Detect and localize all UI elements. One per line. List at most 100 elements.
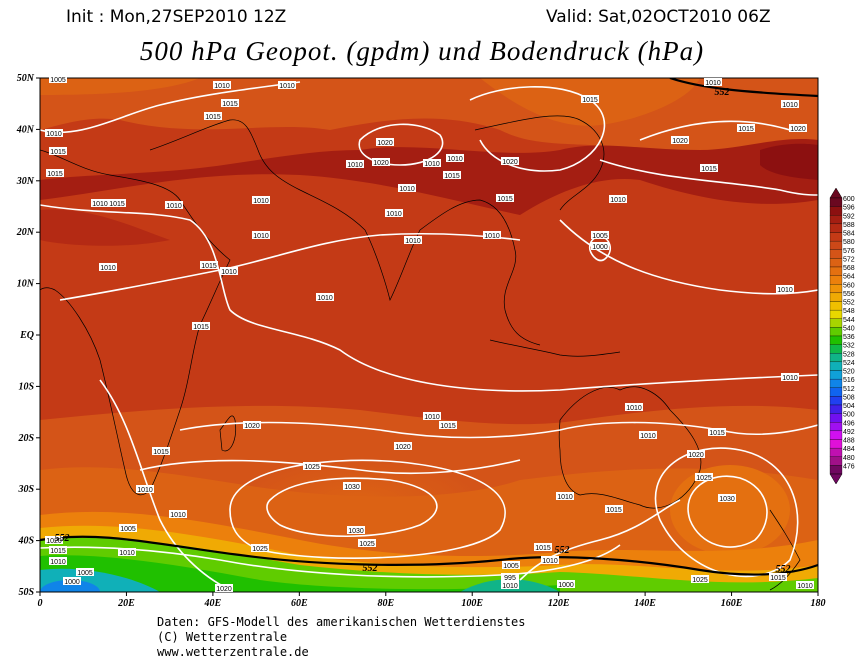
colorbar-label: 600 [843,196,855,203]
isobar-label-bg [591,231,609,239]
isobar-label: 1010 [137,487,153,494]
isobar-label-bg [215,584,233,592]
isobar-label: 1015 [205,114,221,121]
colorbar-label: 568 [843,265,855,272]
isobar-label: 1010 [797,583,813,590]
colorbar-label: 540 [843,325,855,332]
footer-copyright: (C) Wetterzentrale [157,630,287,644]
isobar-label: 1005 [50,77,66,84]
isobar-label: 1010 [50,559,66,566]
isobar-label: 1015 [770,575,786,582]
isobar-label-bg [639,431,657,439]
isobar-label: 1010 [221,269,237,276]
isobar-label-bg [49,546,67,554]
colorbar-swatch [829,447,843,457]
lat-label: 40N [16,124,35,135]
isobar-label: 1010 [610,197,626,204]
colorbar-swatch [829,266,843,276]
isobar-label: 995 [504,575,516,582]
colorbar: 6005965925885845805765725685645605565525… [829,187,855,485]
geopot-label: 552 [55,533,70,544]
isobar-label-bg [443,171,461,179]
isobar-label: 1010 [253,198,269,205]
isobar-label: 1015 [535,545,551,552]
isobar-label-bg [557,580,575,588]
isobar-label: 1000 [558,582,574,589]
lon-label: 40E [204,598,222,609]
isobar-label-bg [221,99,239,107]
map-title: 500 hPa Geopot. (gpdm) und Bodendruck (h… [140,36,704,66]
isobar-label-bg [76,568,94,576]
colorbar-swatch [829,361,843,371]
isobar-label-bg [394,442,412,450]
colorbar-swatch [829,430,843,440]
lat-label: 30N [16,176,35,187]
colorbar-swatch [829,327,843,337]
colorbar-swatch [829,284,843,294]
isobar-label: 1000 [592,244,608,251]
colorbar-label: 580 [843,239,855,246]
isobar-label-bg [781,373,799,381]
isobar-label-bg [152,447,170,455]
isobar-label: 1005 [120,526,136,533]
init-time: Init : Mon,27SEP2010 12Z [66,7,286,27]
isobar-label-bg [251,544,269,552]
isobar-label: 1025 [696,475,712,482]
isobar-label-bg [169,510,187,518]
isobar-label-bg [192,322,210,330]
isobar-label-bg [496,194,514,202]
colorbar-label: 584 [843,231,855,238]
colorbar-swatch [829,404,843,414]
lat-label: 20N [16,227,35,238]
colorbar-swatch [829,258,843,268]
isobar-label-bg [737,124,755,132]
lat-label: 10S [18,381,34,392]
isobar-label: 1015 [222,101,238,108]
isobar-label: 1020 [395,444,411,451]
isobar-label: 1010 [279,83,295,90]
isobar-label: 1010 [46,131,62,138]
isobar-label-bg [625,403,643,411]
axes: 50N 40N 30N 20N 10N EQ 10S 20S 30S 40S 50S 0 20E 40E 6… [16,73,826,609]
isobar-label-bg [796,581,814,589]
lat-label: EQ [19,330,34,341]
lat-label: 50N [17,73,35,84]
isobar-label-bg [49,147,67,155]
isobar-label-bg [376,138,394,146]
isobar-label: 1020 [790,126,806,133]
isobar-label-bg [398,184,416,192]
isobar-label: 1010 [170,512,186,519]
colorbar-swatch [829,206,843,216]
isobar-label: 1000 [64,579,80,586]
isobar-label-bg [605,505,623,513]
colorbar-swatch [829,344,843,354]
isobar-label: 1010 [92,201,108,208]
colorbar-label: 484 [843,446,855,453]
isobar-label: 1015 [109,201,125,208]
isobar-label: 1030 [719,496,735,503]
isobar-label: 1010 [484,233,500,240]
colorbar-label: 488 [843,438,855,445]
lon-label: 80E [377,598,394,609]
isobar-label-bg [501,573,519,581]
colorbar-label: 536 [843,334,855,341]
isobar-label: 1010 [253,233,269,240]
isobar-label-bg [91,199,109,207]
colorbar-label: 576 [843,248,855,255]
colorbar-swatch [829,370,843,380]
colorbar-label: 492 [843,429,855,436]
colorbar-swatch [829,318,843,328]
isobar-label-bg [483,231,501,239]
colorbar-label: 528 [843,351,855,358]
isobar-label-bg [385,209,403,217]
isobar-label: 1010 [782,102,798,109]
colorbar-swatch [829,353,843,363]
isobar-label: 1005 [77,570,93,577]
colorbar-bottom-arrow [829,473,843,485]
isobar-label: 1015 [606,507,622,514]
isobar-label: 1010 [777,287,793,294]
isobar-label: 1020 [672,138,688,145]
isobar-label: 1010 [782,375,798,382]
colorbar-label: 524 [843,360,855,367]
lon-label: 20E [117,598,135,609]
